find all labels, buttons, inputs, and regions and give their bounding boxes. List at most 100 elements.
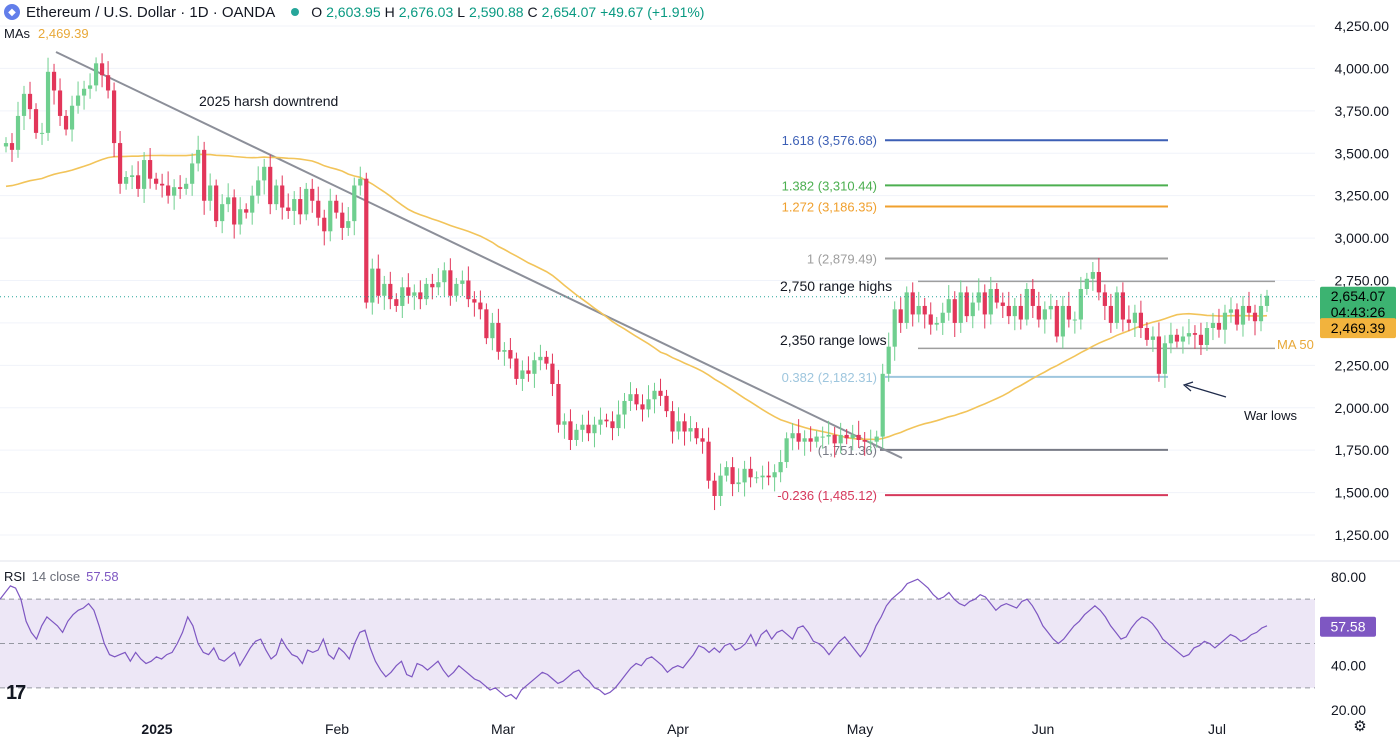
rsi-tag-value: 57.58: [1330, 619, 1365, 635]
candle: [99, 63, 105, 76]
candle: [790, 433, 795, 439]
candle: [646, 399, 651, 410]
price-tick-label: 4,250.00: [1335, 18, 1390, 34]
close-label: C: [527, 4, 538, 20]
candle: [202, 149, 207, 201]
fib-label: 1.382 (3,310.44): [782, 178, 877, 193]
candle: [514, 358, 519, 379]
candle: [1048, 305, 1053, 310]
candle: [1198, 334, 1204, 345]
candle: [142, 160, 147, 189]
candle: [160, 183, 165, 186]
candle: [1114, 292, 1119, 323]
fib-label: 1.618 (3,576.68): [782, 133, 877, 148]
candle: [958, 292, 963, 323]
candle: [448, 270, 453, 296]
candle: [550, 363, 555, 384]
candle: [586, 424, 591, 434]
candle: [1144, 328, 1150, 340]
candle: [57, 90, 63, 116]
candle: [1096, 272, 1101, 293]
candle: [45, 71, 51, 133]
candle: [424, 283, 429, 300]
countdown-tag: 04:43:26: [1331, 304, 1386, 320]
candle: [796, 433, 801, 442]
candle: [910, 292, 915, 315]
candles: [3, 53, 1270, 511]
candle: [712, 480, 717, 496]
tradingview-logo[interactable]: 17: [6, 682, 26, 704]
candle: [856, 434, 861, 440]
candle: [136, 175, 141, 189]
fib-label: 1.272 (3,186.35): [782, 199, 877, 214]
range-levels: [918, 280, 1275, 350]
rsi-label: RSI: [4, 569, 26, 584]
candle: [814, 436, 819, 442]
change-value: +49.67 (+1.91%): [600, 4, 705, 20]
ethereum-icon: ◆: [4, 4, 20, 20]
time-axis: 2025 Feb Mar Apr May Jun Jul: [141, 721, 1226, 737]
time-tick-label: May: [847, 721, 873, 737]
ma-legend[interactable]: MAs 2,469.39: [4, 26, 89, 41]
low-value: 2,590.88: [469, 4, 524, 20]
candle: [868, 441, 873, 443]
candle: [898, 309, 903, 323]
candle: [820, 436, 825, 438]
candle: [538, 356, 543, 361]
candle: [430, 283, 435, 288]
candle: [892, 309, 897, 347]
ma-price-tag: [1320, 318, 1396, 339]
candle: [838, 434, 843, 444]
candle: [280, 185, 285, 208]
candle: [736, 482, 741, 485]
ma50-label: MA 50: [1277, 337, 1314, 352]
candle: [544, 356, 549, 364]
candle: [63, 115, 69, 130]
candle: [111, 90, 117, 144]
settings-gear-icon[interactable]: ⚙: [1353, 718, 1367, 735]
candle: [1234, 309, 1240, 325]
war-lows-label: War lows: [1244, 408, 1297, 423]
candle: [286, 207, 291, 211]
war-lows-arrowhead: [1182, 381, 1194, 392]
time-tick-label: Jul: [1208, 721, 1226, 737]
candle: [826, 434, 831, 437]
candle: [1156, 336, 1162, 374]
rsi-legend[interactable]: RSI 14 close 57.58: [4, 569, 119, 584]
candle: [21, 93, 27, 116]
candle: [1216, 322, 1222, 330]
candle: [442, 270, 447, 283]
candle: [610, 421, 615, 429]
rsi-tag: [1320, 616, 1376, 637]
symbol-title[interactable]: Ethereum / U.S. Dollar · 1D · OANDA: [26, 3, 276, 21]
candle: [700, 438, 705, 442]
candle: [418, 292, 423, 300]
candle: [400, 287, 405, 306]
candle: [1126, 319, 1131, 323]
price-tick-label: 4,000.00: [1335, 60, 1390, 76]
rsi-tick-label: 20.00: [1331, 702, 1366, 718]
candle: [460, 280, 465, 284]
candle: [1132, 312, 1137, 323]
rsi-panel: [0, 598, 1315, 689]
candle: [934, 322, 939, 325]
candle: [940, 312, 945, 323]
candle: [484, 309, 489, 339]
candle: [292, 199, 297, 211]
candle: [628, 394, 633, 401]
candle: [81, 88, 87, 96]
candle: [1210, 322, 1216, 329]
price-tick-label: 2,000.00: [1335, 400, 1390, 416]
range-lows-label: 2,350 range lows: [780, 332, 887, 348]
candle: [1138, 312, 1144, 329]
candle: [370, 268, 375, 303]
candle: [27, 93, 33, 110]
candle: [802, 438, 807, 442]
candle: [976, 292, 981, 303]
candle: [778, 462, 783, 473]
candle: [502, 350, 507, 352]
downtrend-label: 2025 harsh downtrend: [199, 93, 338, 109]
annotations: 2025 harsh downtrend 2,750 range highs 2,3…: [0, 93, 1318, 423]
